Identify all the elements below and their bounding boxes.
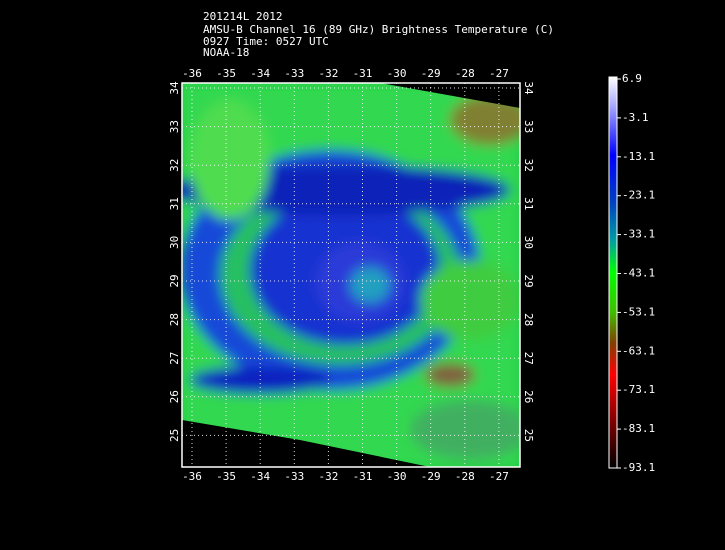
lat-label: 29 [168,274,181,287]
colorbar-labels: 6.9 -3.1 -13.1 -23.1 -33.1 -43.1 -53.1 -63.1 -73… [617,72,655,474]
lat-label: 25 [168,429,181,442]
header-line: AMSU-B Channel 16 (89 GHz) Brightness Te… [203,23,554,36]
colorbar-label: -83.1 [622,422,655,435]
lat-label: 34 [522,81,535,95]
lat-label: 33 [168,120,181,133]
colorbar-label: -13.1 [622,150,655,163]
lat-label: 27 [168,352,181,365]
lon-label: -31 [353,67,373,80]
colorbar [608,76,618,469]
header-line: NOAA-18 [203,46,249,59]
colorbar-label: -63.1 [622,344,655,357]
colorbar-label: -93.1 [622,461,655,474]
colorbar-label: -73.1 [622,383,655,396]
lon-label: -30 [387,470,407,483]
lat-label: 31 [522,197,535,210]
satellite-image [182,83,520,467]
lat-label: 33 [522,120,535,133]
colorbar-label: -3.1 [622,111,649,124]
lon-label: -27 [489,67,509,80]
colorbar-label: -53.1 [622,305,655,318]
colorbar-label: -33.1 [622,228,655,241]
lat-label: 26 [522,390,535,403]
lon-label: -28 [455,67,475,80]
lon-label: -32 [318,67,338,80]
colorbar-label: 6.9 [622,72,642,85]
lon-label: -34 [250,67,270,80]
lat-label: 30 [168,236,181,249]
lat-label: 32 [522,159,535,172]
lat-label: 29 [522,274,535,287]
lon-label: -36 [182,470,202,483]
colorbar-label: -23.1 [622,189,655,202]
lon-label: -36 [182,67,202,80]
lon-label: -30 [387,67,407,80]
lon-label: -35 [216,67,236,80]
lon-label: -29 [421,67,441,80]
lon-label: -33 [284,67,304,80]
lon-label: -33 [284,470,304,483]
lon-label: -35 [216,470,236,483]
lat-label: 28 [168,313,181,326]
lat-label: 34 [168,81,181,95]
lon-label: -31 [353,470,373,483]
lat-label: 27 [522,352,535,365]
lat-label: 28 [522,313,535,326]
lat-label: 30 [522,236,535,249]
lon-label: -32 [318,470,338,483]
lon-label: -28 [455,470,475,483]
lat-label: 25 [522,429,535,442]
map-axes: -36 -36 -35 -35 -34 -34 -33 -33 -32 -32 -31 -31 -30 -… [168,67,535,483]
lat-label: 31 [168,197,181,210]
header-line: 0927 Time: 0527 UTC [203,35,329,48]
lat-label: 26 [168,390,181,403]
header-line: 201214L 2012 [203,10,282,23]
colorbar-label: -43.1 [622,267,655,280]
map-frame [181,82,521,468]
lon-label: -34 [250,470,270,483]
lat-label: 32 [168,159,181,172]
lon-label: -27 [489,470,509,483]
lon-label: -29 [421,470,441,483]
